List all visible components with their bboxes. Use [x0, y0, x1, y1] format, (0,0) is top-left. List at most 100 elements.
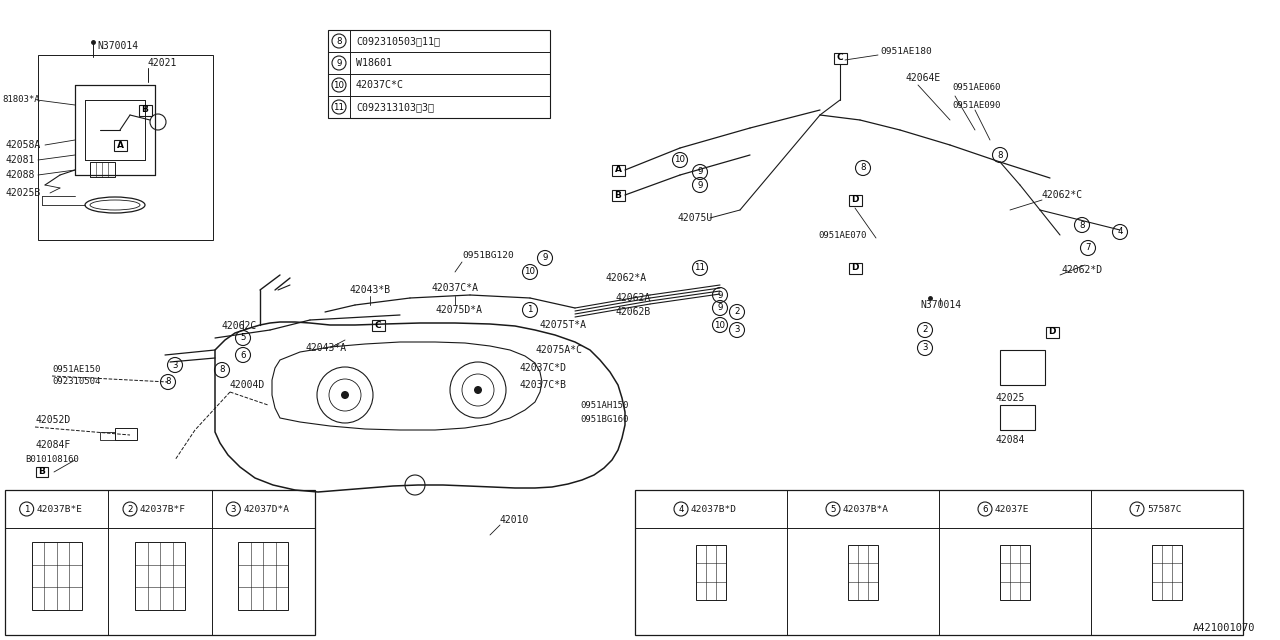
Text: 2: 2 [735, 307, 740, 317]
Text: 5: 5 [831, 504, 836, 513]
Text: 092310504: 092310504 [52, 378, 100, 387]
Text: 9: 9 [717, 303, 723, 312]
Text: 7: 7 [1134, 504, 1139, 513]
Text: 5: 5 [241, 333, 246, 342]
Text: 0951BG120: 0951BG120 [462, 250, 513, 259]
Text: 0951AE150: 0951AE150 [52, 365, 100, 374]
Text: 11: 11 [334, 102, 344, 111]
Text: 10: 10 [334, 81, 344, 90]
Text: 81803*A: 81803*A [3, 95, 40, 104]
Text: 9: 9 [698, 168, 703, 177]
Text: 8: 8 [860, 163, 865, 173]
Text: 0951AE090: 0951AE090 [952, 100, 1001, 109]
Text: D: D [851, 264, 859, 273]
Text: 42010: 42010 [500, 515, 530, 525]
Bar [90, 162, 115, 177]
Bar [100, 432, 115, 440]
Bar [1046, 326, 1059, 337]
Text: 42037C*A: 42037C*A [433, 283, 479, 293]
Bar [1000, 350, 1044, 385]
Bar [635, 490, 1243, 635]
Text: C092310503】11】: C092310503】11】 [356, 36, 440, 46]
Bar [612, 164, 625, 175]
Text: A421001070: A421001070 [1193, 623, 1254, 633]
Bar [849, 262, 861, 273]
Bar [696, 545, 726, 600]
Bar [833, 52, 846, 63]
Text: 42037C*D: 42037C*D [520, 363, 567, 373]
Text: 8: 8 [337, 36, 342, 45]
Text: 11: 11 [695, 264, 705, 273]
Text: B010108160: B010108160 [26, 456, 79, 465]
Text: 42062*C: 42062*C [1042, 190, 1083, 200]
Text: 3: 3 [735, 326, 740, 335]
Text: 8: 8 [165, 378, 170, 387]
Text: 9: 9 [543, 253, 548, 262]
Text: N370014: N370014 [97, 41, 138, 51]
Text: 42062*A: 42062*A [605, 273, 646, 283]
Text: 0951BG160: 0951BG160 [580, 415, 628, 424]
Bar [612, 189, 625, 200]
Text: 3: 3 [230, 504, 236, 513]
Text: 10: 10 [675, 156, 686, 164]
Text: 0951AE070: 0951AE070 [818, 230, 867, 239]
Text: 7: 7 [1085, 243, 1091, 253]
Text: 42088: 42088 [5, 170, 35, 180]
Bar [115, 428, 137, 440]
Text: 42062C: 42062C [221, 321, 257, 331]
Text: 42037B*E: 42037B*E [37, 504, 83, 513]
Bar [32, 542, 82, 610]
Text: 42052D: 42052D [35, 415, 70, 425]
Text: 42025B: 42025B [5, 188, 40, 198]
Text: 42004D: 42004D [230, 380, 265, 390]
Text: 57587C: 57587C [1147, 504, 1181, 513]
Text: 42084: 42084 [995, 435, 1024, 445]
Text: 42025: 42025 [995, 393, 1024, 403]
Text: B: B [38, 467, 45, 477]
Text: 0951AE180: 0951AE180 [881, 47, 932, 56]
Bar [1152, 545, 1181, 600]
Bar [371, 319, 384, 330]
Text: 42043*A: 42043*A [305, 343, 346, 353]
Text: B: B [142, 106, 148, 115]
Text: 42037B*D: 42037B*D [691, 504, 737, 513]
Text: 42043*B: 42043*B [349, 285, 392, 295]
Bar [849, 195, 861, 205]
Bar [38, 55, 212, 240]
Text: 42037B*F: 42037B*F [140, 504, 186, 513]
Text: C092313103】3】: C092313103】3】 [356, 102, 434, 112]
Text: 6: 6 [241, 351, 246, 360]
Bar [1000, 405, 1036, 430]
Text: 2: 2 [923, 326, 928, 335]
Text: 42037C*B: 42037C*B [520, 380, 567, 390]
Text: 3: 3 [923, 344, 928, 353]
Text: 10: 10 [525, 268, 535, 276]
Text: 6: 6 [982, 504, 988, 513]
Text: 10: 10 [714, 321, 726, 330]
Bar [5, 490, 315, 635]
Text: A: A [116, 141, 123, 150]
Text: 0951AE060: 0951AE060 [952, 83, 1001, 93]
Bar [238, 542, 288, 610]
Text: 3: 3 [173, 360, 178, 369]
Bar [1000, 545, 1030, 600]
Text: 9: 9 [337, 58, 342, 67]
Bar [849, 545, 878, 600]
Text: 8: 8 [997, 150, 1002, 159]
Text: 42081: 42081 [5, 155, 35, 165]
Text: 42037E: 42037E [995, 504, 1029, 513]
Bar [134, 542, 186, 610]
Text: C: C [375, 321, 381, 330]
Text: 42075T*A: 42075T*A [540, 320, 588, 330]
Text: 42084F: 42084F [35, 440, 70, 450]
Text: 42075A*C: 42075A*C [535, 345, 582, 355]
Text: 42075U: 42075U [678, 213, 713, 223]
Text: D: D [1048, 328, 1056, 337]
Bar [114, 140, 127, 150]
Text: 9: 9 [717, 291, 723, 300]
Text: 4: 4 [1117, 227, 1123, 237]
Text: 2: 2 [127, 504, 133, 513]
Text: 42075D*A: 42075D*A [435, 305, 483, 315]
Text: 42037D*A: 42037D*A [243, 504, 289, 513]
Text: N370014: N370014 [920, 300, 961, 310]
